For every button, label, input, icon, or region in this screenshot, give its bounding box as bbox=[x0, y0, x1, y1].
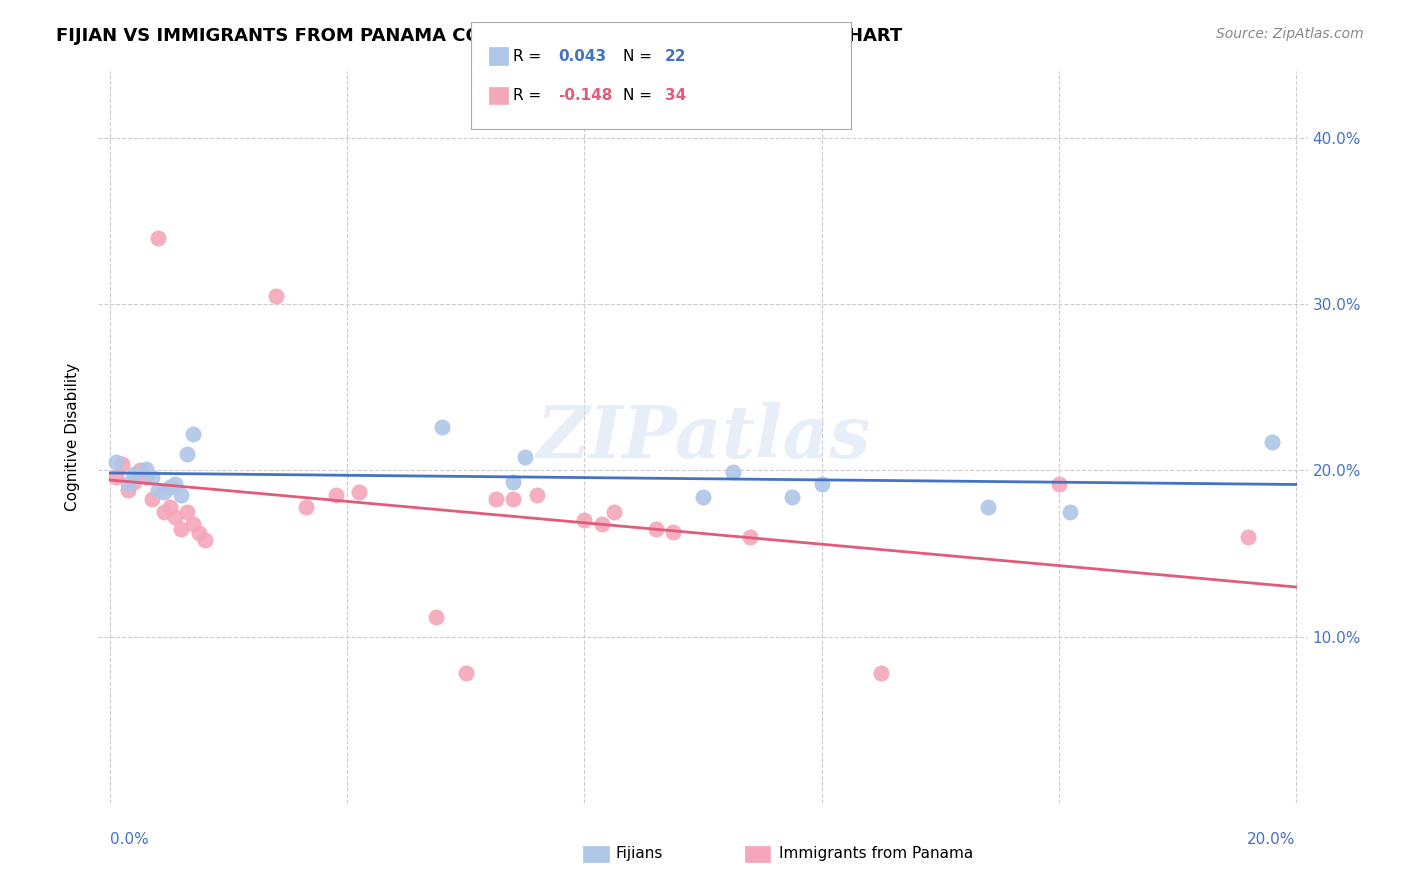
Point bbox=[152, 505, 174, 519]
Text: ZIPatlas: ZIPatlas bbox=[536, 401, 870, 473]
Point bbox=[295, 500, 318, 514]
Point bbox=[574, 513, 596, 527]
Point bbox=[194, 533, 217, 548]
Point bbox=[644, 521, 666, 535]
Point bbox=[159, 480, 181, 494]
Point bbox=[484, 491, 506, 506]
Text: Source: ZipAtlas.com: Source: ZipAtlas.com bbox=[1216, 27, 1364, 41]
Point bbox=[976, 500, 998, 514]
Point bbox=[526, 488, 548, 502]
Text: 34: 34 bbox=[665, 88, 686, 103]
Point bbox=[264, 289, 287, 303]
Point bbox=[1059, 505, 1081, 519]
Point bbox=[176, 447, 198, 461]
Point bbox=[117, 476, 139, 491]
Text: 0.0%: 0.0% bbox=[110, 832, 149, 847]
Point bbox=[432, 420, 454, 434]
Point bbox=[122, 475, 145, 489]
Point bbox=[165, 509, 187, 524]
Y-axis label: Cognitive Disability: Cognitive Disability bbox=[65, 363, 80, 511]
Point bbox=[141, 491, 163, 506]
Point bbox=[122, 467, 145, 481]
Point bbox=[662, 524, 685, 539]
Text: -0.148: -0.148 bbox=[558, 88, 613, 103]
Point bbox=[454, 666, 477, 681]
Point bbox=[141, 470, 163, 484]
Point bbox=[181, 516, 204, 531]
Point bbox=[135, 470, 157, 484]
Point bbox=[780, 490, 803, 504]
Text: FIJIAN VS IMMIGRANTS FROM PANAMA COGNITIVE DISABILITY CORRELATION CHART: FIJIAN VS IMMIGRANTS FROM PANAMA COGNITI… bbox=[56, 27, 903, 45]
Text: R =: R = bbox=[513, 49, 541, 63]
Point bbox=[721, 465, 744, 479]
Point bbox=[146, 230, 169, 244]
Point bbox=[165, 476, 187, 491]
Point bbox=[146, 483, 169, 498]
Point bbox=[740, 530, 762, 544]
Point bbox=[347, 484, 370, 499]
Point bbox=[325, 488, 347, 502]
Text: Fijians: Fijians bbox=[616, 847, 664, 861]
Point bbox=[1261, 435, 1284, 450]
Point bbox=[515, 450, 537, 464]
Point bbox=[135, 461, 157, 475]
Point bbox=[170, 488, 193, 502]
Point bbox=[117, 483, 139, 498]
Point bbox=[1047, 476, 1070, 491]
Point bbox=[111, 457, 134, 471]
Point bbox=[425, 609, 447, 624]
Point bbox=[591, 516, 613, 531]
Point bbox=[159, 500, 181, 514]
Text: N =: N = bbox=[623, 49, 652, 63]
Text: 0.043: 0.043 bbox=[558, 49, 606, 63]
Point bbox=[810, 476, 832, 491]
Point bbox=[181, 426, 204, 441]
Point bbox=[176, 505, 198, 519]
Point bbox=[502, 475, 524, 489]
Point bbox=[152, 484, 174, 499]
Point bbox=[1237, 530, 1260, 544]
Point bbox=[129, 463, 152, 477]
Point bbox=[869, 666, 891, 681]
Point bbox=[502, 491, 524, 506]
Point bbox=[105, 470, 128, 484]
Text: 20.0%: 20.0% bbox=[1247, 832, 1296, 847]
Point bbox=[188, 526, 211, 541]
Text: R =: R = bbox=[513, 88, 541, 103]
Text: N =: N = bbox=[623, 88, 652, 103]
Text: Immigrants from Panama: Immigrants from Panama bbox=[779, 847, 973, 861]
Point bbox=[603, 505, 626, 519]
Point bbox=[105, 455, 128, 469]
Point bbox=[170, 521, 193, 535]
Point bbox=[692, 490, 714, 504]
Text: 22: 22 bbox=[665, 49, 686, 63]
